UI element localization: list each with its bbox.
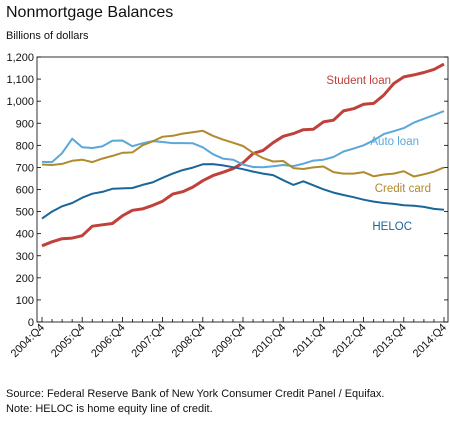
y-tick-label: 1,100 [6, 74, 34, 86]
y-tick-label: 600 [16, 185, 34, 197]
y-tick-label: 100 [16, 295, 34, 307]
y-tick-label: 200 [16, 273, 34, 285]
line-chart: 0 100 200 300 400 500 600 700 800 900 1,000 1,100 1,… [6, 52, 449, 360]
y-tick-label: 0 [28, 317, 34, 329]
series-line-heloc [41, 163, 445, 220]
x-tick-label: 2006:Q4 [89, 322, 127, 360]
series-label-student-loan: Student loan [326, 75, 391, 87]
y-tick-label: 500 [16, 207, 34, 219]
y-tick-label: 800 [16, 140, 34, 152]
series-label-auto-loan: Auto loan [370, 136, 419, 148]
x-tick-label: 2007:Q4 [129, 322, 167, 360]
chart-footnotes: Source: Federal Reserve Bank of New York… [6, 387, 384, 417]
source-note: Source: Federal Reserve Bank of New York… [6, 388, 385, 400]
x-tick-label: 2013:Q4 [371, 322, 409, 360]
x-tick-label: 2012:Q4 [330, 322, 368, 360]
x-tick-label: 2009:Q4 [210, 322, 248, 360]
definition-note: Note: HELOC is home equity line of credi… [6, 403, 213, 415]
y-tick-label: 1,200 [6, 52, 34, 64]
x-tick-label: 2010:Q4 [250, 322, 288, 360]
series-label-heloc: HELOC [372, 221, 412, 233]
series-label-credit-card: Credit card [375, 183, 431, 195]
x-tick-label: 2008:Q4 [170, 322, 208, 360]
y-tick-label: 400 [16, 229, 34, 241]
y-tick-label: 300 [16, 251, 34, 263]
series-line-credit-card [41, 129, 445, 178]
y-tick-label: 900 [16, 118, 34, 130]
series-line-student-loan [41, 62, 445, 248]
y-tick-label: 1,000 [6, 96, 34, 108]
series-line-auto-loan [41, 110, 445, 169]
x-tick-label: 2005:Q4 [49, 322, 87, 360]
chart-title: Nonmortgage Balances [6, 4, 174, 21]
y-tick-label: 700 [16, 162, 34, 174]
y-axis-unit-label: Billions of dollars [6, 30, 89, 42]
x-tick-label: 2011:Q4 [291, 322, 329, 360]
x-tick-label: 2014:Q4 [411, 322, 449, 360]
